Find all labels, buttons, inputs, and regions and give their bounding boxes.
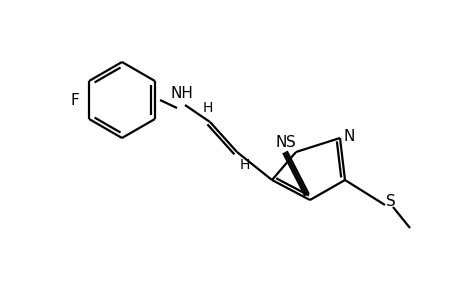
Text: N: N <box>275 134 286 149</box>
Text: NH: NH <box>170 85 193 100</box>
Text: F: F <box>71 92 79 107</box>
Text: S: S <box>285 134 295 149</box>
Text: S: S <box>385 194 395 208</box>
Text: N: N <box>342 128 354 143</box>
Text: H: H <box>239 158 250 172</box>
Text: H: H <box>202 101 213 115</box>
